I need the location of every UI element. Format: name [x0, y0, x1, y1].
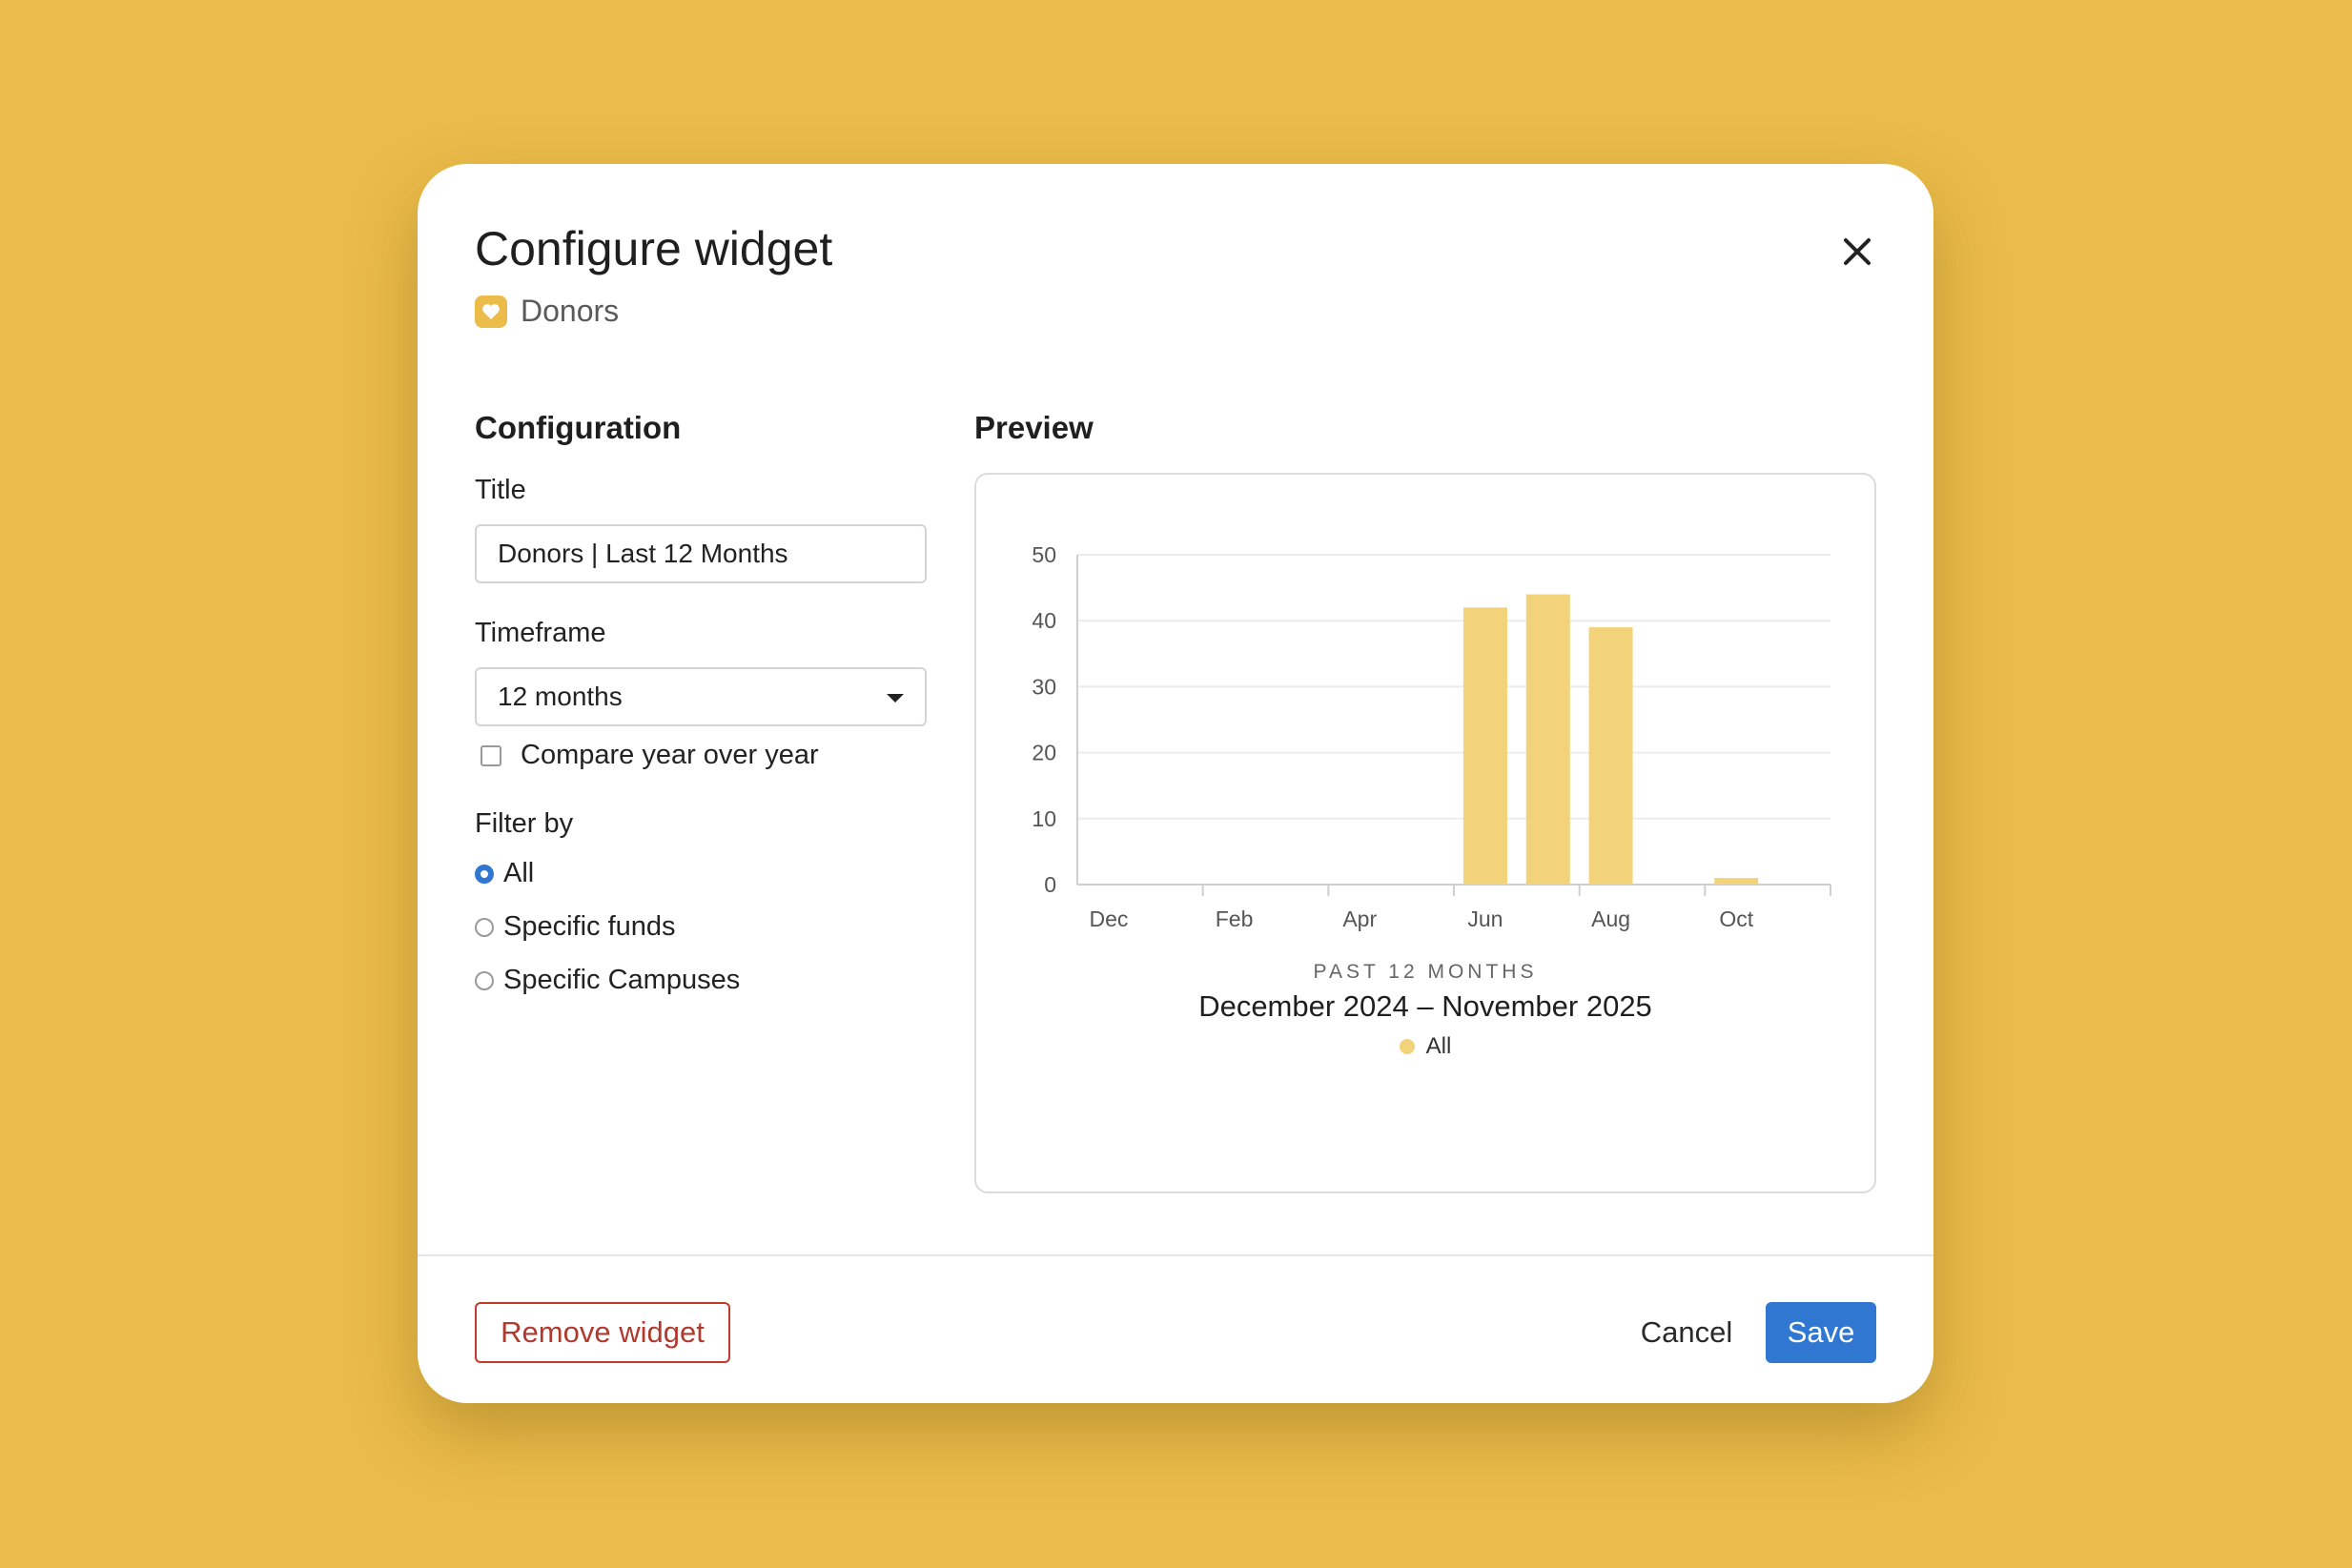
- compare-label: Compare year over year: [521, 740, 819, 770]
- title-input[interactable]: [475, 524, 927, 583]
- x-tick-label: Apr: [1342, 906, 1377, 931]
- filter-option-all[interactable]: All: [475, 858, 534, 889]
- date-range-label: December 2024 – November 2025: [1198, 989, 1652, 1023]
- configuration-heading: Configuration: [475, 410, 682, 445]
- y-tick-label: 30: [1032, 674, 1056, 699]
- preview-heading: Preview: [974, 410, 1094, 445]
- cancel-button[interactable]: Cancel: [1615, 1302, 1758, 1363]
- bar-aug: [1588, 627, 1633, 885]
- legend-swatch: [1399, 1039, 1415, 1054]
- widget-type: Donors: [475, 294, 619, 329]
- legend-label: All: [1425, 1033, 1452, 1059]
- heart-icon: [475, 295, 507, 328]
- bar-oct: [1714, 878, 1759, 885]
- radio[interactable]: [475, 917, 494, 937]
- bar-jul: [1525, 594, 1570, 885]
- y-tick-label: 10: [1032, 806, 1056, 831]
- filter-label: Filter by: [475, 808, 574, 839]
- y-tick-label: 40: [1032, 608, 1056, 633]
- filter-option-label: Specific funds: [503, 911, 676, 942]
- remove-widget-button[interactable]: Remove widget: [475, 1302, 730, 1363]
- filter-option-specific-funds[interactable]: Specific funds: [475, 911, 676, 943]
- caret-down-icon: [887, 694, 904, 703]
- x-tick-label: Feb: [1216, 906, 1254, 931]
- bar-jun: [1462, 607, 1507, 885]
- period-label: PAST 12 MONTHS: [1313, 961, 1538, 983]
- chart-legend: All: [976, 1033, 1874, 1060]
- footer-divider: [418, 1254, 1933, 1256]
- compare-checkbox[interactable]: Compare year over year: [475, 740, 819, 771]
- configure-widget-dialog: Configure widget Donors Configuration Ti…: [418, 164, 1933, 1403]
- x-tick-label: Oct: [1719, 906, 1753, 931]
- title-label: Title: [475, 475, 526, 505]
- checkbox-box[interactable]: [481, 744, 501, 766]
- x-tick-label: Aug: [1591, 906, 1630, 931]
- y-tick-label: 50: [1032, 542, 1056, 567]
- save-button[interactable]: Save: [1766, 1302, 1876, 1363]
- radio-selected[interactable]: [475, 864, 494, 884]
- y-tick-label: 20: [1032, 741, 1056, 765]
- y-tick-label: 0: [1044, 872, 1056, 897]
- preview-panel: 0 10 20 30 40 50 Dec Feb Apr Jun Aug Oct PAST 12 MO…: [974, 473, 1876, 1193]
- radio[interactable]: [475, 970, 494, 990]
- filter-option-label: Specific Campuses: [503, 965, 741, 995]
- widget-type-label: Donors: [521, 294, 620, 328]
- timeframe-label: Timeframe: [475, 618, 606, 648]
- filter-option-label: All: [503, 858, 535, 888]
- bar-chart: 0 10 20 30 40 50 Dec Feb Apr Jun Aug Oct: [1032, 542, 1831, 931]
- timeframe-value: 12 months: [498, 682, 623, 711]
- dialog-title: Configure widget: [475, 222, 833, 275]
- close-icon[interactable]: [1838, 233, 1876, 271]
- x-tick-label: Dec: [1089, 906, 1128, 931]
- timeframe-select[interactable]: 12 months: [475, 667, 927, 726]
- filter-option-specific-campuses[interactable]: Specific Campuses: [475, 965, 740, 996]
- x-tick-label: Jun: [1467, 906, 1503, 931]
